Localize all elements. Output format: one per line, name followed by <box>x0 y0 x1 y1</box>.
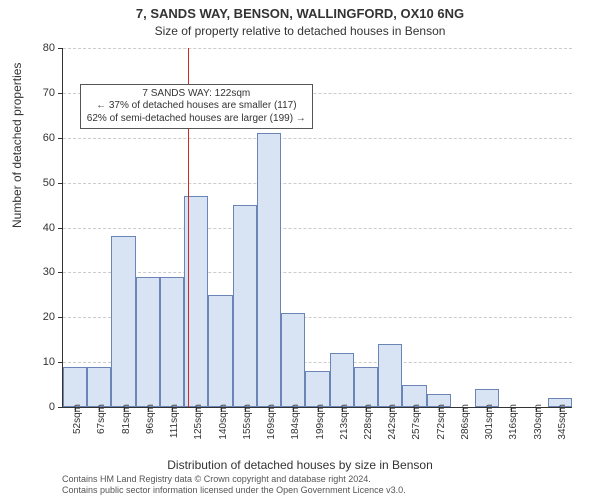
y-tick <box>58 272 63 273</box>
y-tick-label: 80 <box>25 42 55 54</box>
y-tick-label: 50 <box>25 177 55 189</box>
x-tick-label: 52sqm <box>72 404 83 434</box>
x-tick-label: 257sqm <box>411 404 422 440</box>
x-tick-label: 286sqm <box>460 404 471 440</box>
histogram-bar <box>305 371 329 407</box>
plot-area: 0102030405060708052sqm67sqm81sqm96sqm111… <box>62 48 572 408</box>
y-tick-label: 10 <box>25 356 55 368</box>
x-tick-label: 345sqm <box>557 404 568 440</box>
x-tick-label: 81sqm <box>121 404 132 434</box>
annotation-line-2: 62% of semi-detached houses are larger (… <box>87 113 306 126</box>
y-tick <box>58 407 63 408</box>
y-tick <box>58 183 63 184</box>
y-tick-label: 0 <box>25 401 55 413</box>
x-tick-label: 228sqm <box>363 404 374 440</box>
chart-title: 7, SANDS WAY, BENSON, WALLINGFORD, OX10 … <box>0 6 600 21</box>
histogram-bar <box>87 367 111 407</box>
x-tick-label: 155sqm <box>242 404 253 440</box>
y-tick-label: 60 <box>25 132 55 144</box>
grid-line <box>63 48 572 49</box>
x-tick-label: 184sqm <box>290 404 301 440</box>
histogram-bar <box>257 133 281 407</box>
y-tick-label: 30 <box>25 266 55 278</box>
grid-line <box>63 138 572 139</box>
y-tick <box>58 317 63 318</box>
y-tick <box>58 48 63 49</box>
annotation-line-0: 7 SANDS WAY: 122sqm <box>87 88 306 101</box>
copyright-line2: Contains public sector information licen… <box>62 485 406 496</box>
histogram-bar <box>233 205 257 407</box>
x-tick-label: 169sqm <box>266 404 277 440</box>
grid-line <box>63 272 572 273</box>
chart-container: 7, SANDS WAY, BENSON, WALLINGFORD, OX10 … <box>0 0 600 500</box>
y-tick-label: 40 <box>25 222 55 234</box>
annotation-line-1: ← 37% of detached houses are smaller (11… <box>87 100 306 113</box>
x-axis-label: Distribution of detached houses by size … <box>0 458 600 472</box>
y-tick <box>58 228 63 229</box>
grid-line <box>63 183 572 184</box>
histogram-bar <box>208 295 232 407</box>
x-tick-label: 67sqm <box>96 404 107 434</box>
annotation-box: 7 SANDS WAY: 122sqm← 37% of detached hou… <box>80 84 313 130</box>
x-tick-label: 140sqm <box>218 404 229 440</box>
x-tick-label: 111sqm <box>169 404 180 438</box>
histogram-bar <box>160 277 184 407</box>
x-tick-label: 242sqm <box>387 404 398 440</box>
x-tick-label: 316sqm <box>508 404 519 440</box>
grid-line <box>63 228 572 229</box>
histogram-bar <box>136 277 160 407</box>
x-tick-label: 199sqm <box>315 404 326 440</box>
y-tick <box>58 138 63 139</box>
copyright-block: Contains HM Land Registry data © Crown c… <box>62 474 406 496</box>
copyright-line1: Contains HM Land Registry data © Crown c… <box>62 474 406 485</box>
histogram-bar <box>281 313 305 407</box>
y-axis-label: Number of detached properties <box>10 63 24 228</box>
y-tick-label: 70 <box>25 87 55 99</box>
x-tick-label: 213sqm <box>339 404 350 440</box>
y-tick-label: 20 <box>25 311 55 323</box>
x-tick-label: 96sqm <box>145 404 156 434</box>
chart-subtitle: Size of property relative to detached ho… <box>0 24 600 38</box>
histogram-bar <box>330 353 354 407</box>
y-tick <box>58 362 63 363</box>
y-tick <box>58 93 63 94</box>
histogram-bar <box>354 367 378 407</box>
x-tick-label: 125sqm <box>193 404 204 440</box>
histogram-bar <box>63 367 87 407</box>
x-tick-label: 272sqm <box>436 404 447 440</box>
histogram-bar <box>111 236 135 407</box>
histogram-bar <box>378 344 402 407</box>
x-tick-label: 301sqm <box>484 404 495 440</box>
x-tick-label: 330sqm <box>533 404 544 440</box>
